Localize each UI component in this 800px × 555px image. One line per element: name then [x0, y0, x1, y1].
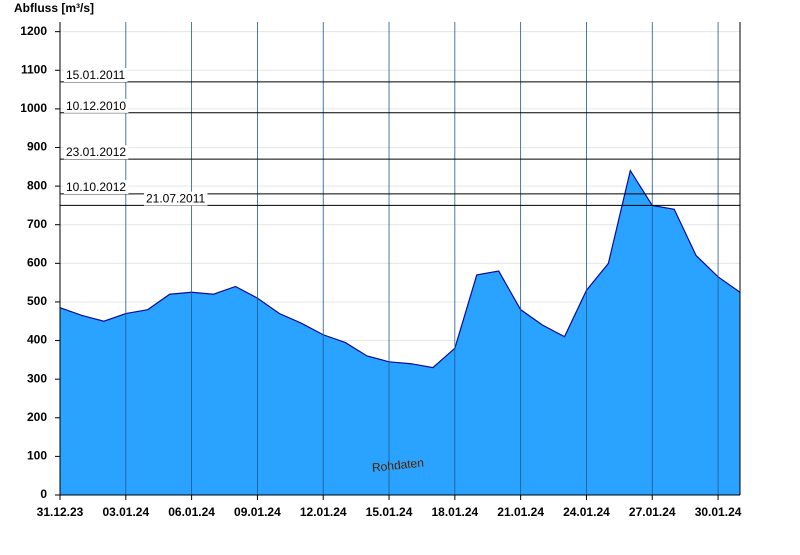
y-tick-label: 1100	[21, 62, 47, 76]
reference-label: 21.07.2011	[146, 192, 205, 206]
y-tick-label: 900	[27, 140, 47, 154]
y-tick-label: 600	[27, 255, 47, 269]
line	[59, 169, 741, 369]
x-tick-label: 18.01.24	[431, 505, 478, 519]
reference-label: 23.01.2012	[66, 145, 126, 159]
x-tick-label: 06.01.24	[168, 505, 215, 519]
y-tick-label: 100	[27, 449, 47, 463]
y-axis-title: Abfluss [m³/s]	[14, 1, 94, 15]
x-tick-label: 27.01.24	[629, 505, 676, 519]
y-tick-label: 1000	[20, 101, 47, 115]
y-tick-label: 0	[40, 487, 47, 501]
reference-label: 10.10.2012	[66, 180, 126, 194]
y-tick-label: 1200	[20, 24, 47, 38]
y-tick-label: 500	[27, 294, 47, 308]
x-tick-label: 09.01.24	[234, 505, 281, 519]
x-tick-label: 21.01.24	[497, 505, 544, 519]
reference-label-bg	[64, 145, 129, 160]
reference-label: 15.01.2011	[66, 68, 125, 82]
y-tick-label: 700	[27, 217, 47, 231]
x-tick-label: 24.01.24	[563, 505, 610, 519]
y-tick-label: 300	[27, 371, 47, 385]
x-tick-label: 03.01.24	[102, 505, 149, 519]
reference-label-bg	[64, 179, 129, 194]
y-tick-label: 200	[27, 410, 47, 424]
watermark: Rohdaten	[371, 455, 424, 474]
reference-label-bg	[64, 98, 129, 113]
x-tick-label: 12.01.24	[300, 505, 347, 519]
y-tick-label: 800	[27, 178, 47, 192]
reference-label: 10.12.2010	[66, 99, 126, 113]
x-tick-label: 31.12.23	[37, 505, 84, 519]
reference-label-bg	[144, 191, 208, 206]
area	[60, 170, 740, 495]
reference-label-bg	[64, 68, 128, 83]
y-tick-label: 400	[27, 333, 47, 347]
x-tick-label: 30.01.24	[695, 505, 742, 519]
x-tick-label: 15.01.24	[366, 505, 413, 519]
